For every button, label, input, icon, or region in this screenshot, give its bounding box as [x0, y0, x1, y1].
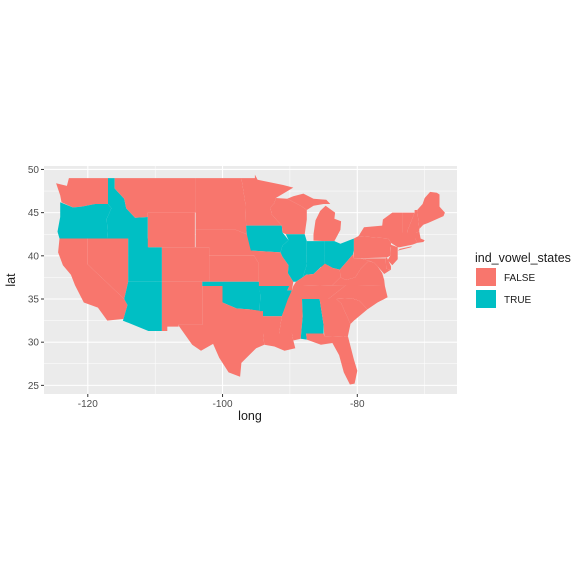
state-new-jersey: [387, 243, 398, 266]
state-colorado: [161, 247, 210, 282]
state-nebraska: [195, 229, 255, 256]
legend: ind_vowel_states FALSE TRUE: [475, 251, 571, 308]
state-maryland: [360, 258, 391, 274]
state-vermont: [402, 212, 415, 233]
state-oklahoma: [202, 281, 261, 312]
state-utah: [128, 238, 162, 282]
state-wisconsin: [270, 198, 307, 235]
x-tick-label: -100: [213, 399, 233, 410]
state-washington: [56, 178, 108, 208]
x-tick-label: -120: [78, 399, 98, 410]
state-long-island: [397, 246, 412, 251]
legend-label-false: FALSE: [504, 273, 535, 284]
state-kentucky: [293, 263, 341, 286]
state-massachusetts: [401, 231, 425, 243]
legend-key-false: [476, 268, 496, 286]
state-connecticut: [399, 238, 413, 248]
state-delaware: [385, 257, 391, 270]
state-west-virginia: [339, 250, 373, 280]
state-florida: [306, 333, 358, 385]
state-oregon: [57, 202, 112, 239]
y-tick-label: 30: [28, 338, 40, 349]
x-axis-title: long: [238, 409, 262, 423]
state-minnesota: [241, 174, 294, 226]
state-south-dakota: [195, 204, 247, 235]
state-arkansas: [258, 286, 292, 317]
state-idaho: [106, 178, 148, 239]
state-california: [58, 238, 128, 321]
legend-label-true: TRUE: [504, 295, 532, 306]
y-tick-label: 45: [28, 208, 40, 219]
state-kansas: [209, 255, 259, 282]
state-tennessee: [287, 285, 346, 299]
state-virginia: [332, 261, 385, 286]
state-michigan-lower: [313, 205, 342, 242]
state-ohio: [324, 238, 354, 270]
state-missouri: [250, 250, 294, 291]
legend-key-true: [476, 290, 496, 308]
state-montana: [114, 178, 196, 218]
y-axis-title: lat: [4, 273, 18, 287]
state-indiana: [302, 241, 329, 278]
x-axis: -120 -100 -80: [78, 394, 365, 410]
state-illinois: [280, 234, 307, 282]
state-texas: [178, 286, 265, 377]
y-tick-label: 25: [28, 381, 40, 392]
state-arizona: [122, 281, 162, 331]
state-nevada: [87, 238, 129, 299]
state-new-york: [358, 212, 403, 248]
y-axis: 25 30 35 40 45 50: [28, 165, 44, 392]
state-maine: [417, 191, 445, 229]
y-tick-label: 50: [28, 165, 40, 176]
y-tick-label: 40: [28, 251, 40, 262]
state-mississippi: [279, 299, 303, 341]
state-north-dakota: [195, 178, 246, 204]
states-layer: [56, 174, 445, 385]
state-michigan-upper: [287, 193, 331, 210]
state-iowa: [246, 225, 289, 253]
state-new-mexico: [161, 281, 203, 331]
state-georgia: [319, 299, 351, 337]
state-wyoming: [147, 212, 195, 248]
legend-title: ind_vowel_states: [475, 251, 571, 265]
state-rhode-island: [412, 238, 418, 245]
state-north-carolina: [328, 285, 388, 310]
state-pennsylvania: [353, 236, 391, 259]
state-louisiana: [263, 316, 296, 351]
y-tick-label: 35: [28, 295, 40, 306]
state-south-carolina: [336, 298, 368, 324]
state-new-hampshire: [407, 210, 420, 233]
state-alabama: [300, 299, 324, 340]
x-tick-label: -80: [350, 399, 365, 410]
